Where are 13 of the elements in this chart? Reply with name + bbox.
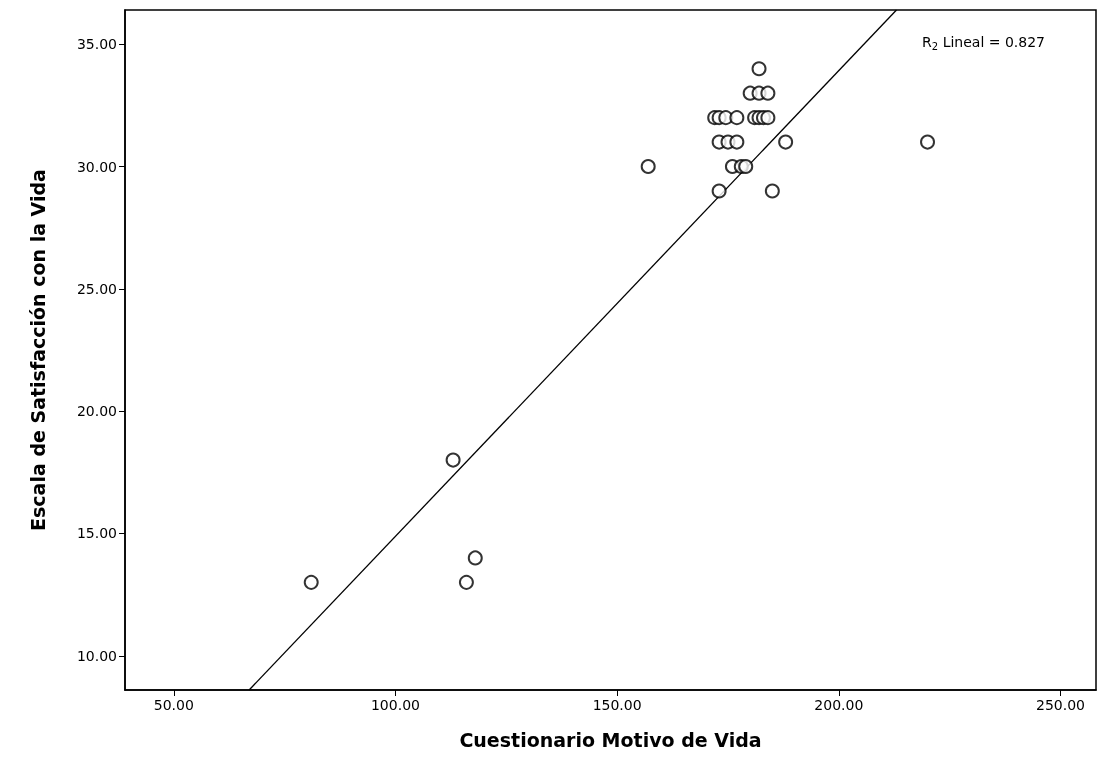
x-tick-label: 250.00 bbox=[1036, 697, 1086, 713]
y-tick-label: 15.00 bbox=[76, 525, 117, 542]
y-tick-label: 10.00 bbox=[76, 647, 117, 664]
y-tick-label: 30.00 bbox=[76, 158, 117, 175]
x-tick-label: 200.00 bbox=[814, 697, 864, 713]
y-tick-label: 25.00 bbox=[76, 280, 117, 297]
x-tick-label: 150.00 bbox=[592, 697, 642, 713]
y-tick-label: 20.00 bbox=[76, 403, 117, 420]
x-tick-label: 100.00 bbox=[370, 697, 420, 713]
y-axis-title: Escala de Satisfacción con la Vida bbox=[26, 169, 49, 531]
y-tick-label: 35.00 bbox=[76, 36, 117, 53]
x-axis-title: Cuestionario Motivo de Vida bbox=[459, 728, 762, 751]
x-tick-label: 50.00 bbox=[153, 697, 194, 713]
